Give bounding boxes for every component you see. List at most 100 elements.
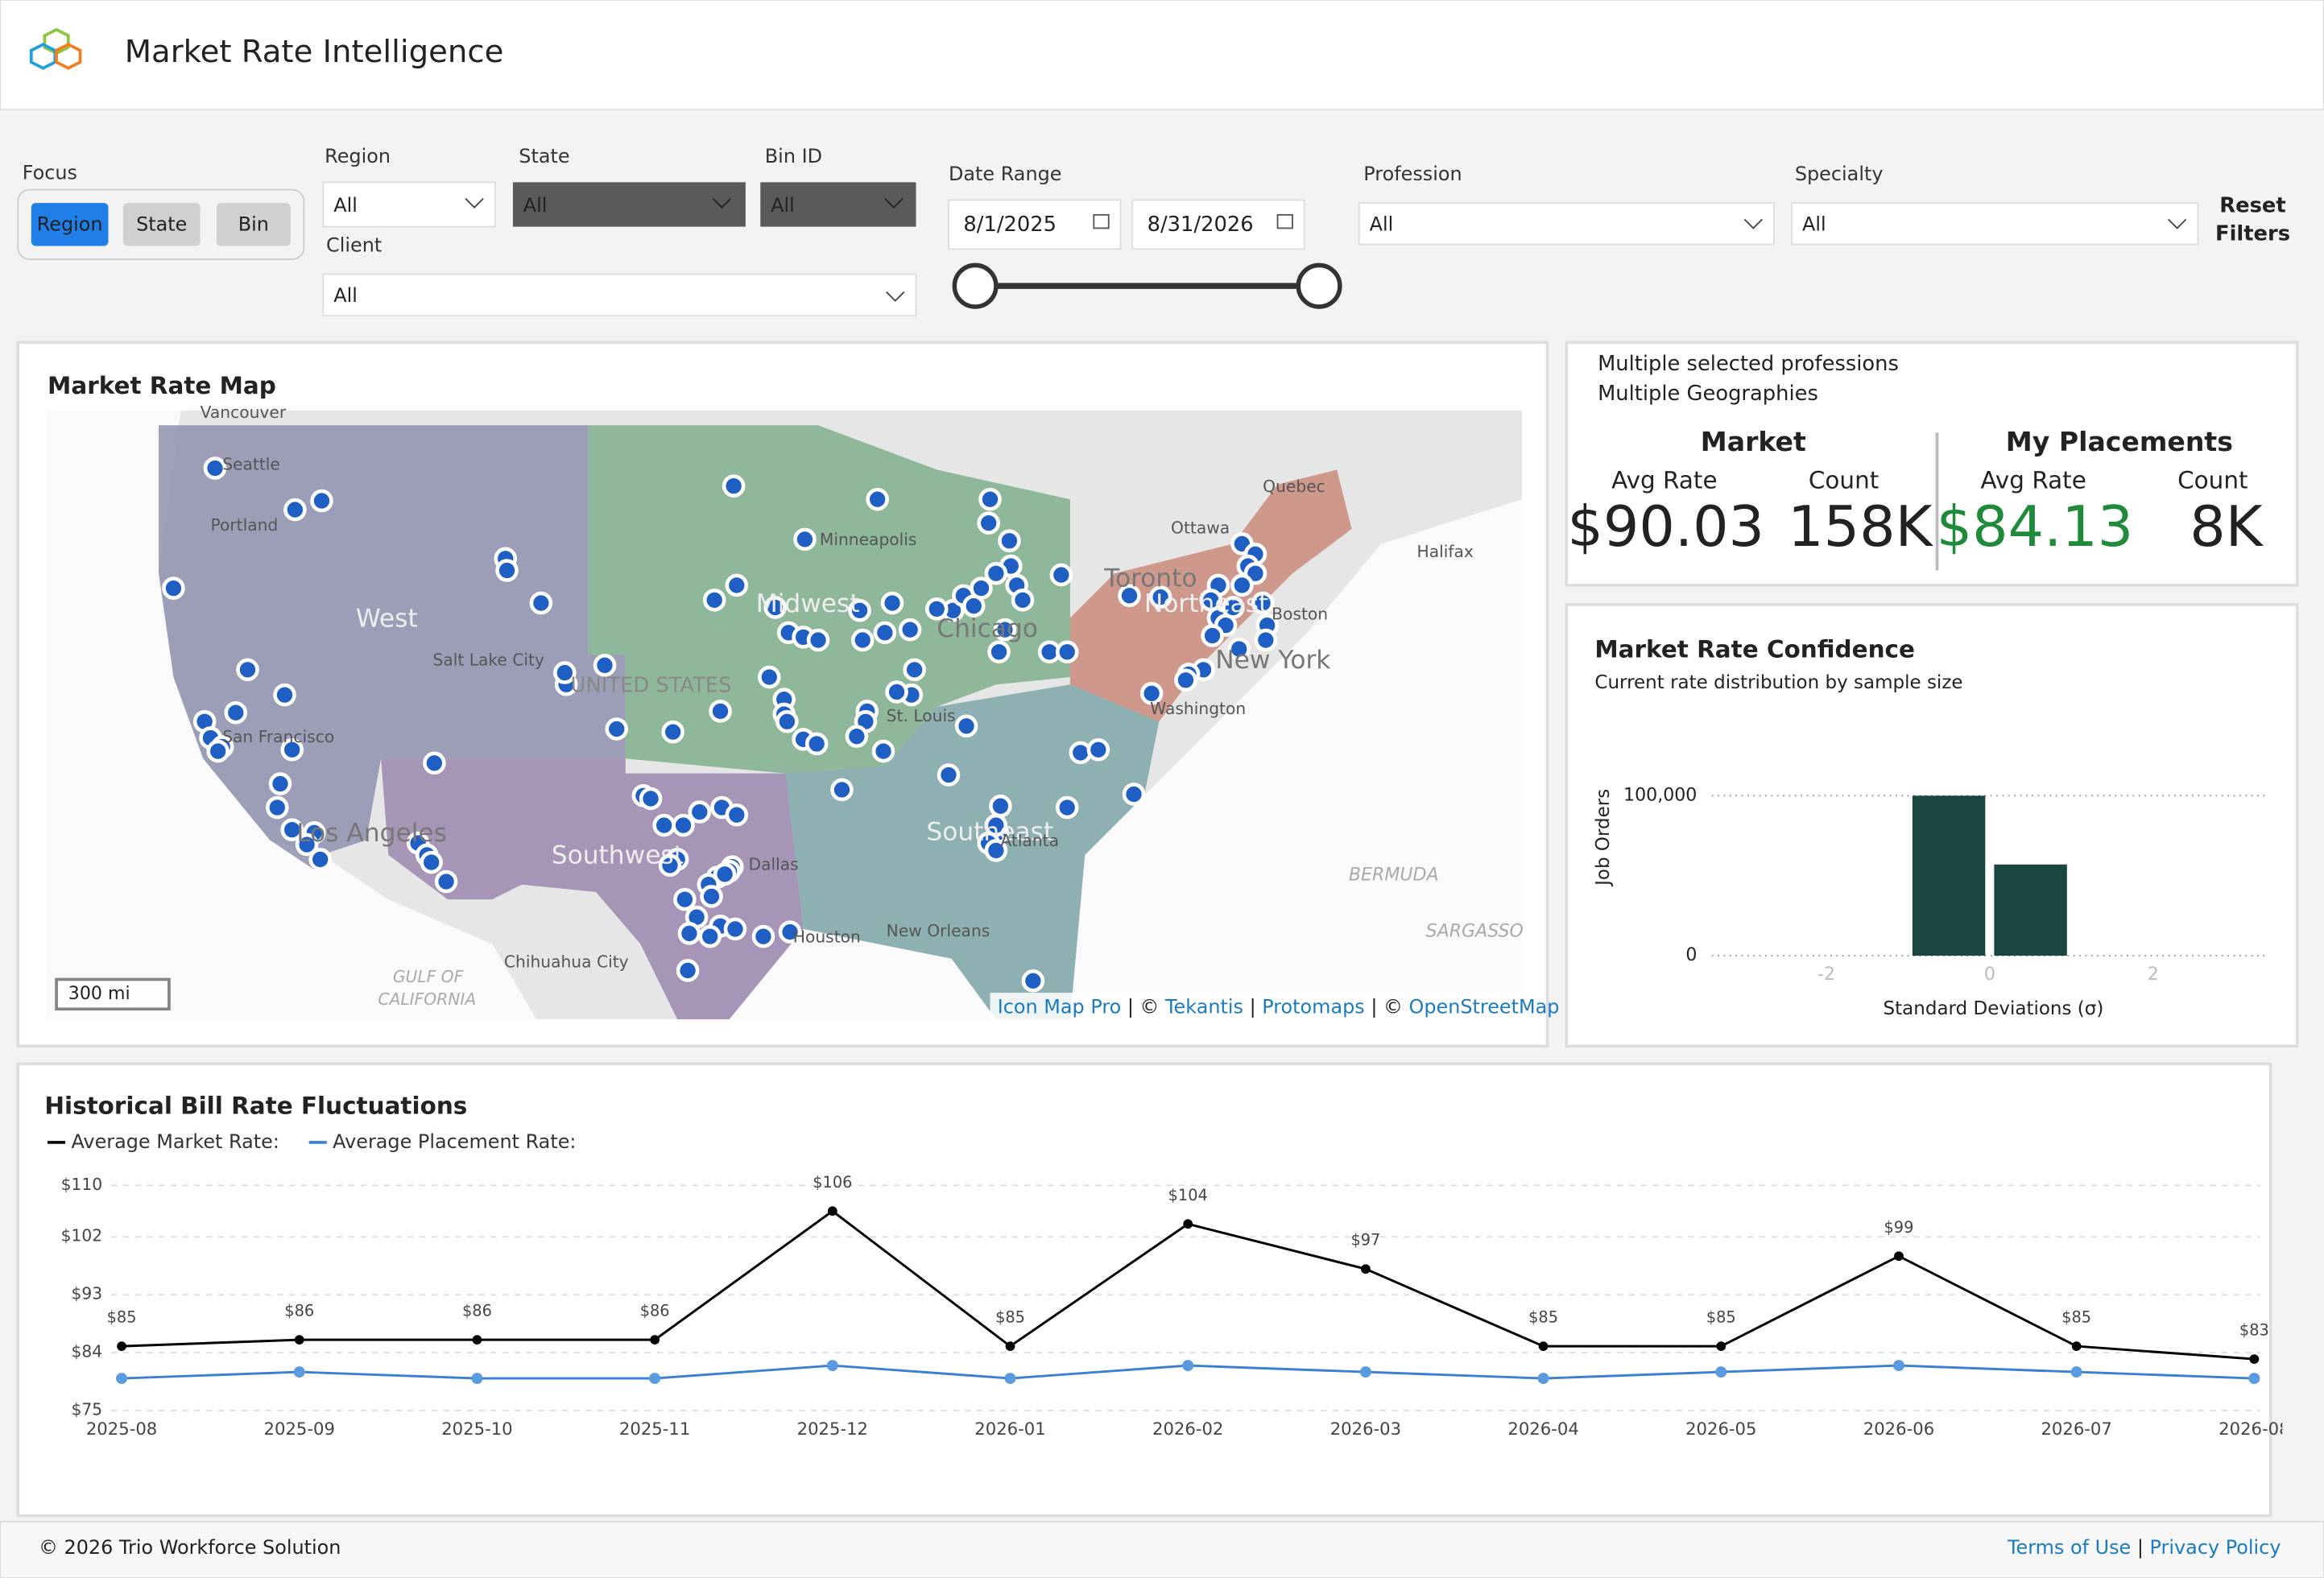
reset-button[interactable]: Reset bbox=[2219, 193, 2285, 217]
map-marker[interactable] bbox=[1118, 584, 1141, 608]
dropdown-value[interactable]: All bbox=[523, 194, 548, 217]
date-input[interactable] bbox=[1131, 199, 1305, 250]
map-marker[interactable] bbox=[1230, 573, 1254, 597]
map-marker[interactable] bbox=[280, 737, 304, 762]
dropdown-value[interactable]: All bbox=[333, 194, 358, 217]
reset-button[interactable]: Filters bbox=[2215, 221, 2290, 246]
map-marker[interactable] bbox=[1227, 637, 1251, 661]
map-marker[interactable] bbox=[722, 474, 746, 498]
map-marker[interactable] bbox=[236, 658, 259, 682]
map-marker[interactable] bbox=[529, 591, 553, 615]
focus-option[interactable]: Region bbox=[37, 213, 103, 236]
map-marker[interactable] bbox=[677, 922, 701, 945]
dropdown-value[interactable]: All bbox=[1370, 213, 1394, 236]
map-marker[interactable] bbox=[1139, 682, 1164, 705]
map-marker[interactable] bbox=[848, 598, 871, 622]
dropdown-value[interactable]: All bbox=[1802, 213, 1826, 236]
map-marker[interactable] bbox=[266, 795, 289, 820]
map-marker[interactable] bbox=[977, 511, 1000, 535]
map-marker[interactable] bbox=[1122, 783, 1146, 806]
map-marker[interactable] bbox=[1222, 596, 1245, 619]
link[interactable]: Terms of Use bbox=[2007, 1536, 2131, 1559]
map-marker[interactable] bbox=[898, 618, 922, 642]
map-marker[interactable] bbox=[661, 720, 684, 744]
map-marker[interactable] bbox=[998, 529, 1021, 552]
map-marker[interactable] bbox=[283, 498, 307, 522]
map-marker[interactable] bbox=[984, 813, 1008, 837]
link[interactable]: Protomaps bbox=[1262, 995, 1365, 1018]
map-marker[interactable] bbox=[984, 561, 1008, 585]
dropdown[interactable] bbox=[322, 273, 917, 316]
map-marker[interactable] bbox=[310, 489, 333, 513]
map-marker[interactable] bbox=[203, 456, 227, 480]
map-marker[interactable] bbox=[280, 818, 304, 841]
map-marker[interactable] bbox=[725, 803, 749, 827]
map-marker[interactable] bbox=[423, 751, 446, 775]
map-marker[interactable] bbox=[989, 794, 1012, 818]
map-marker[interactable] bbox=[987, 640, 1011, 664]
link[interactable]: Privacy Policy bbox=[2150, 1536, 2281, 1559]
dropdown[interactable] bbox=[512, 182, 746, 227]
map-marker[interactable] bbox=[308, 848, 332, 871]
map-marker[interactable] bbox=[688, 800, 712, 824]
map-marker[interactable] bbox=[698, 924, 722, 948]
map-marker[interactable] bbox=[1174, 668, 1197, 692]
focus-button[interactable] bbox=[216, 203, 291, 246]
map-marker[interactable] bbox=[713, 862, 737, 886]
dropdown-value[interactable]: All bbox=[771, 194, 795, 217]
map-marker[interactable] bbox=[751, 924, 775, 948]
map-marker[interactable] bbox=[978, 487, 1002, 511]
map-marker[interactable] bbox=[593, 654, 617, 677]
map-marker[interactable] bbox=[268, 772, 292, 795]
link[interactable]: Icon Map Pro bbox=[998, 995, 1122, 1018]
map-marker[interactable] bbox=[676, 959, 700, 982]
map-marker[interactable] bbox=[873, 621, 897, 645]
map-marker[interactable] bbox=[658, 853, 682, 878]
map-marker[interactable] bbox=[1055, 640, 1079, 664]
map-marker[interactable] bbox=[885, 680, 908, 704]
map-marker[interactable] bbox=[1086, 737, 1110, 762]
map-marker[interactable] bbox=[553, 661, 577, 684]
dropdown[interactable] bbox=[322, 181, 496, 228]
map-marker[interactable] bbox=[845, 725, 869, 748]
map-marker[interactable] bbox=[937, 763, 961, 787]
map-marker[interactable] bbox=[1055, 795, 1079, 820]
map-marker[interactable] bbox=[1049, 563, 1073, 587]
focus-button[interactable] bbox=[122, 203, 201, 246]
map-marker[interactable] bbox=[850, 628, 875, 652]
dropdown-value[interactable]: All bbox=[333, 284, 358, 307]
map-marker[interactable] bbox=[1254, 628, 1278, 652]
focus-button[interactable] bbox=[31, 203, 109, 246]
link[interactable]: Tekantis bbox=[1164, 995, 1243, 1018]
map-marker[interactable] bbox=[224, 700, 248, 725]
focus-option[interactable]: Bin bbox=[238, 213, 269, 236]
map-marker[interactable] bbox=[673, 887, 697, 911]
map-marker[interactable] bbox=[763, 596, 787, 619]
map-marker[interactable] bbox=[1251, 591, 1275, 615]
map-marker[interactable] bbox=[903, 658, 926, 682]
map-marker[interactable] bbox=[725, 573, 749, 597]
map-marker[interactable] bbox=[1201, 624, 1224, 647]
map-marker[interactable] bbox=[162, 576, 185, 600]
map-marker[interactable] bbox=[206, 739, 230, 763]
focus-option[interactable]: State bbox=[136, 213, 187, 236]
map-marker[interactable] bbox=[880, 591, 904, 615]
map-marker[interactable] bbox=[709, 700, 732, 723]
map-marker[interactable] bbox=[420, 850, 443, 874]
map-marker[interactable] bbox=[804, 732, 829, 756]
date-value[interactable]: 8/31/2026 bbox=[1148, 213, 1254, 237]
map-marker[interactable] bbox=[778, 920, 802, 944]
map-marker[interactable] bbox=[993, 618, 1017, 642]
map-marker[interactable] bbox=[295, 832, 319, 857]
map-marker[interactable] bbox=[672, 813, 695, 837]
map-marker[interactable] bbox=[1011, 589, 1035, 612]
map-marker[interactable] bbox=[639, 787, 663, 811]
map-marker[interactable] bbox=[775, 709, 799, 733]
map-marker[interactable] bbox=[866, 487, 889, 511]
date-input[interactable] bbox=[948, 199, 1122, 250]
map-marker[interactable] bbox=[434, 870, 458, 894]
map-marker[interactable] bbox=[702, 589, 726, 612]
map-marker[interactable] bbox=[1148, 585, 1172, 609]
slider-handle[interactable] bbox=[952, 262, 999, 309]
map-marker[interactable] bbox=[273, 683, 296, 707]
